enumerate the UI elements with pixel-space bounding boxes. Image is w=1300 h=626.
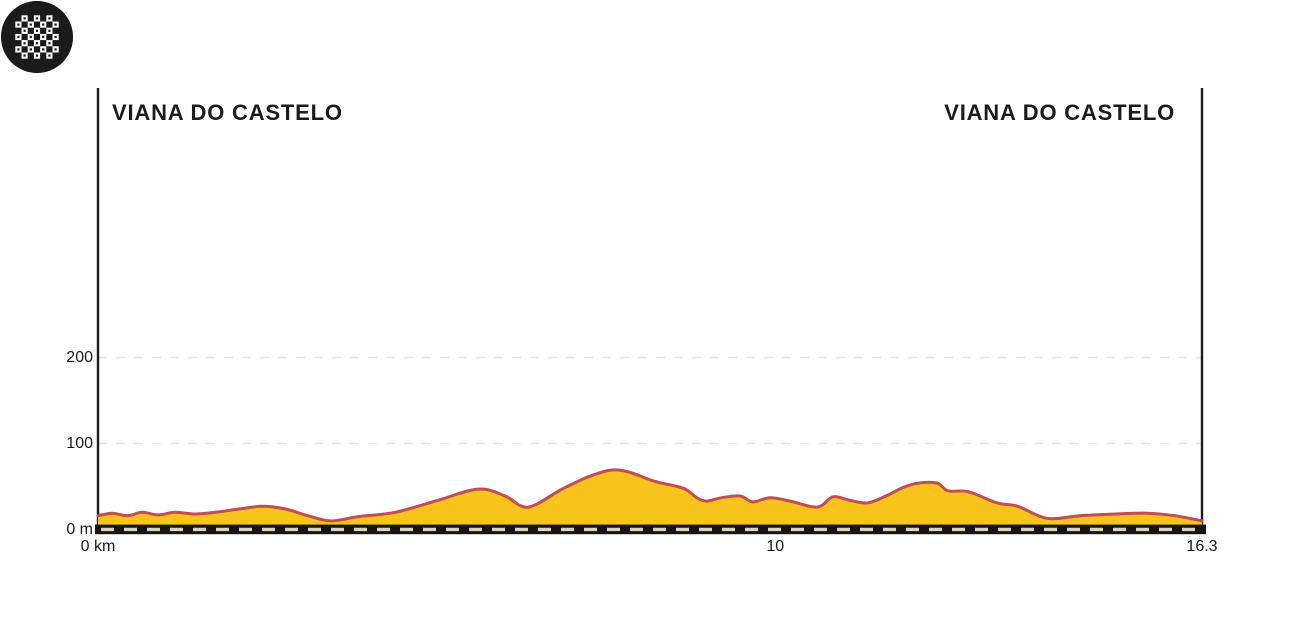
checker-pip [35, 17, 39, 20]
checker-pip [23, 17, 26, 20]
x-tick-16.3km: 16.3 [1186, 538, 1218, 555]
elevation-area-fill [98, 469, 1202, 530]
checker-pip [35, 29, 39, 32]
horizontal-gridlines [98, 356, 1202, 445]
checker-pip [17, 48, 20, 51]
checker-pip [17, 23, 20, 26]
checker-pip [54, 35, 57, 39]
finish-checkered-icon [1, 1, 73, 73]
checker-pip [35, 42, 39, 45]
x-tick-10km: 10 [766, 538, 785, 555]
checker-pip [48, 54, 51, 57]
checker-pip [48, 29, 51, 32]
checker-pip [23, 42, 26, 45]
checker-pip [54, 48, 57, 51]
checker-pip [42, 23, 45, 26]
y-tick-200m: 200 [66, 348, 93, 366]
checker-pip [29, 48, 32, 51]
elevation-outline [96, 468, 1204, 523]
checker-pip [48, 42, 51, 45]
checker-pip [17, 35, 20, 39]
checker-pip [48, 17, 51, 20]
finish-city-label: VIANA DO CASTELO [944, 100, 1175, 125]
checker-pip [23, 54, 26, 57]
road-baseline-bar [95, 524, 1206, 535]
checker-pip [42, 35, 45, 39]
y-tick-100m: 100 [66, 434, 93, 452]
checker-pip [42, 48, 45, 51]
checker-pip [54, 23, 57, 26]
checker-pip [29, 23, 32, 26]
checker-pip [35, 54, 39, 57]
checker-pip [23, 29, 26, 32]
x-tick-0km: 0 km [80, 538, 116, 555]
start-city-label: VIANA DO CASTELO [112, 100, 343, 125]
checker-pip [29, 35, 32, 39]
checkered-flag-pattern [15, 15, 59, 59]
y-tick-0m: 0 m [66, 520, 93, 538]
